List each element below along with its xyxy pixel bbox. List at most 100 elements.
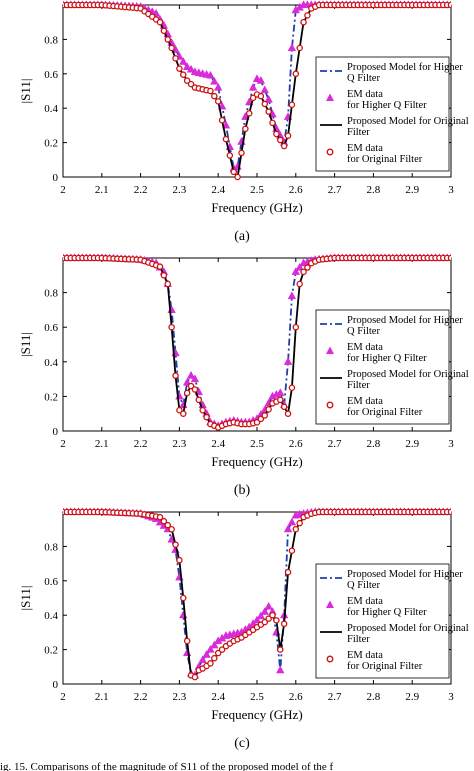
x-tick-label: 2.8 [367, 691, 381, 703]
chart-panel-3: 2 2.1 2.2 2.3 2.4 2.5 2.6 2.7 2.8 2.9 3 0 0.2 0.4 0.6 0… [18, 507, 469, 751]
x-tick-label: 2.6 [289, 184, 303, 196]
x-tick-label: 3 [448, 184, 454, 196]
panel-label: (c) [234, 736, 250, 751]
marker-em-original [253, 419, 261, 426]
data-layer [63, 507, 451, 681]
marker-em-higher-q [179, 610, 188, 619]
x-tick-label: 2 [60, 691, 66, 703]
marker-em-original [207, 87, 214, 95]
legend-entry-label-cont: Filter [347, 634, 370, 645]
marker-em-original [156, 263, 164, 270]
marker-em-original [280, 142, 288, 150]
y-tick-label: 0.2 [44, 645, 58, 657]
y-tick-label: 0.6 [44, 69, 58, 81]
legend-entry-label: EM data [347, 396, 383, 407]
marker-em-original [176, 65, 183, 72]
marker-em-higher-q [256, 75, 266, 84]
marker-em-original [269, 611, 276, 619]
marker-em-higher-q [206, 644, 215, 653]
marker-em-original [273, 617, 280, 624]
marker-em-higher-q [264, 601, 273, 610]
series-line-higher-q-model [63, 511, 451, 677]
legend-entry-label: Proposed Model for Original [347, 623, 469, 634]
marker-em-higher-q [260, 85, 269, 94]
x-axis-label: Frequency (GHz) [211, 454, 302, 469]
legend-entry-label: Proposed Model for Higher [347, 569, 463, 580]
legend-entry-label-cont: Filter [347, 127, 370, 138]
marker-em-original [214, 98, 222, 105]
marker-em-original [280, 620, 288, 628]
marker-em-original [168, 323, 175, 331]
marker-em-original [168, 525, 175, 533]
marker-em-higher-q [210, 640, 219, 649]
legend-symbol-triangle [326, 600, 334, 608]
marker-em-original [168, 44, 175, 52]
marker-em-original [269, 119, 276, 127]
marker-em-higher-q [252, 615, 262, 624]
marker-em-original [296, 519, 303, 527]
legend-entry-label-cont: for Original Filter [347, 154, 423, 165]
marker-em-original [261, 100, 269, 108]
marker-em-original [447, 1, 451, 9]
marker-em-higher-q [295, 262, 304, 271]
marker-em-original [257, 92, 265, 100]
x-tick-label: 2.9 [405, 184, 419, 196]
marker-em-original [164, 521, 172, 529]
y-tick-label: 0.4 [44, 610, 58, 622]
marker-em-original [277, 136, 284, 144]
legend-entry-label-cont: for Original Filter [347, 407, 423, 418]
y-tick-label: 0.6 [44, 322, 58, 334]
x-tick-label: 2.2 [134, 438, 148, 450]
marker-em-original [180, 71, 187, 78]
y-tick-label: 0.4 [44, 357, 58, 369]
y-tick-label: 0.8 [44, 34, 58, 46]
marker-em-original [242, 125, 249, 133]
legend-entry-label-cont: for Higher Q Filter [347, 100, 427, 111]
legend-entry-label: EM data [347, 89, 383, 100]
x-tick-label: 2.3 [173, 438, 187, 450]
x-tick-label: 2.5 [250, 184, 264, 196]
marker-em-original [172, 372, 179, 379]
marker-em-higher-q [186, 64, 196, 73]
marker-em-original [277, 646, 284, 653]
marker-em-original [183, 77, 191, 84]
legend-entry-label: EM data [347, 143, 383, 154]
x-tick-label: 2.1 [95, 691, 109, 703]
marker-em-higher-q [276, 388, 285, 396]
marker-em-original [211, 654, 218, 662]
marker-em-original [296, 280, 303, 288]
marker-em-original [284, 132, 292, 139]
marker-em-original [218, 116, 226, 124]
x-tick-label: 2.6 [289, 691, 303, 703]
marker-em-original [300, 268, 307, 276]
marker-em-original [261, 618, 269, 626]
y-axis-label: |S11| [18, 79, 33, 104]
y-tick-label: 0 [53, 172, 59, 184]
marker-em-original [207, 660, 214, 667]
legend-entry-label: EM data [347, 342, 383, 353]
marker-em-original [176, 556, 183, 564]
marker-em-original [199, 406, 206, 414]
marker-em-original [249, 94, 257, 102]
marker-em-original [187, 80, 195, 88]
legend-symbol-circle [326, 401, 334, 409]
marker-em-higher-q [198, 655, 207, 663]
x-tick-label: 2.6 [289, 438, 303, 450]
marker-em-higher-q [182, 62, 192, 70]
marker-em-original [238, 149, 245, 157]
marker-em-original [156, 513, 164, 521]
marker-em-original [277, 396, 284, 404]
marker-em-higher-q [213, 82, 223, 91]
x-axis-label: Frequency (GHz) [211, 707, 302, 722]
x-tick-label: 2.7 [328, 184, 342, 196]
x-tick-label: 2.4 [211, 691, 225, 703]
marker-em-original [265, 615, 272, 622]
marker-em-original [211, 92, 218, 100]
marker-em-original [226, 152, 234, 159]
marker-em-original [304, 12, 311, 19]
marker-em-original [292, 70, 300, 78]
panel-label: (a) [234, 229, 250, 244]
x-tick-label: 2.1 [95, 438, 109, 450]
marker-em-original [230, 168, 237, 176]
